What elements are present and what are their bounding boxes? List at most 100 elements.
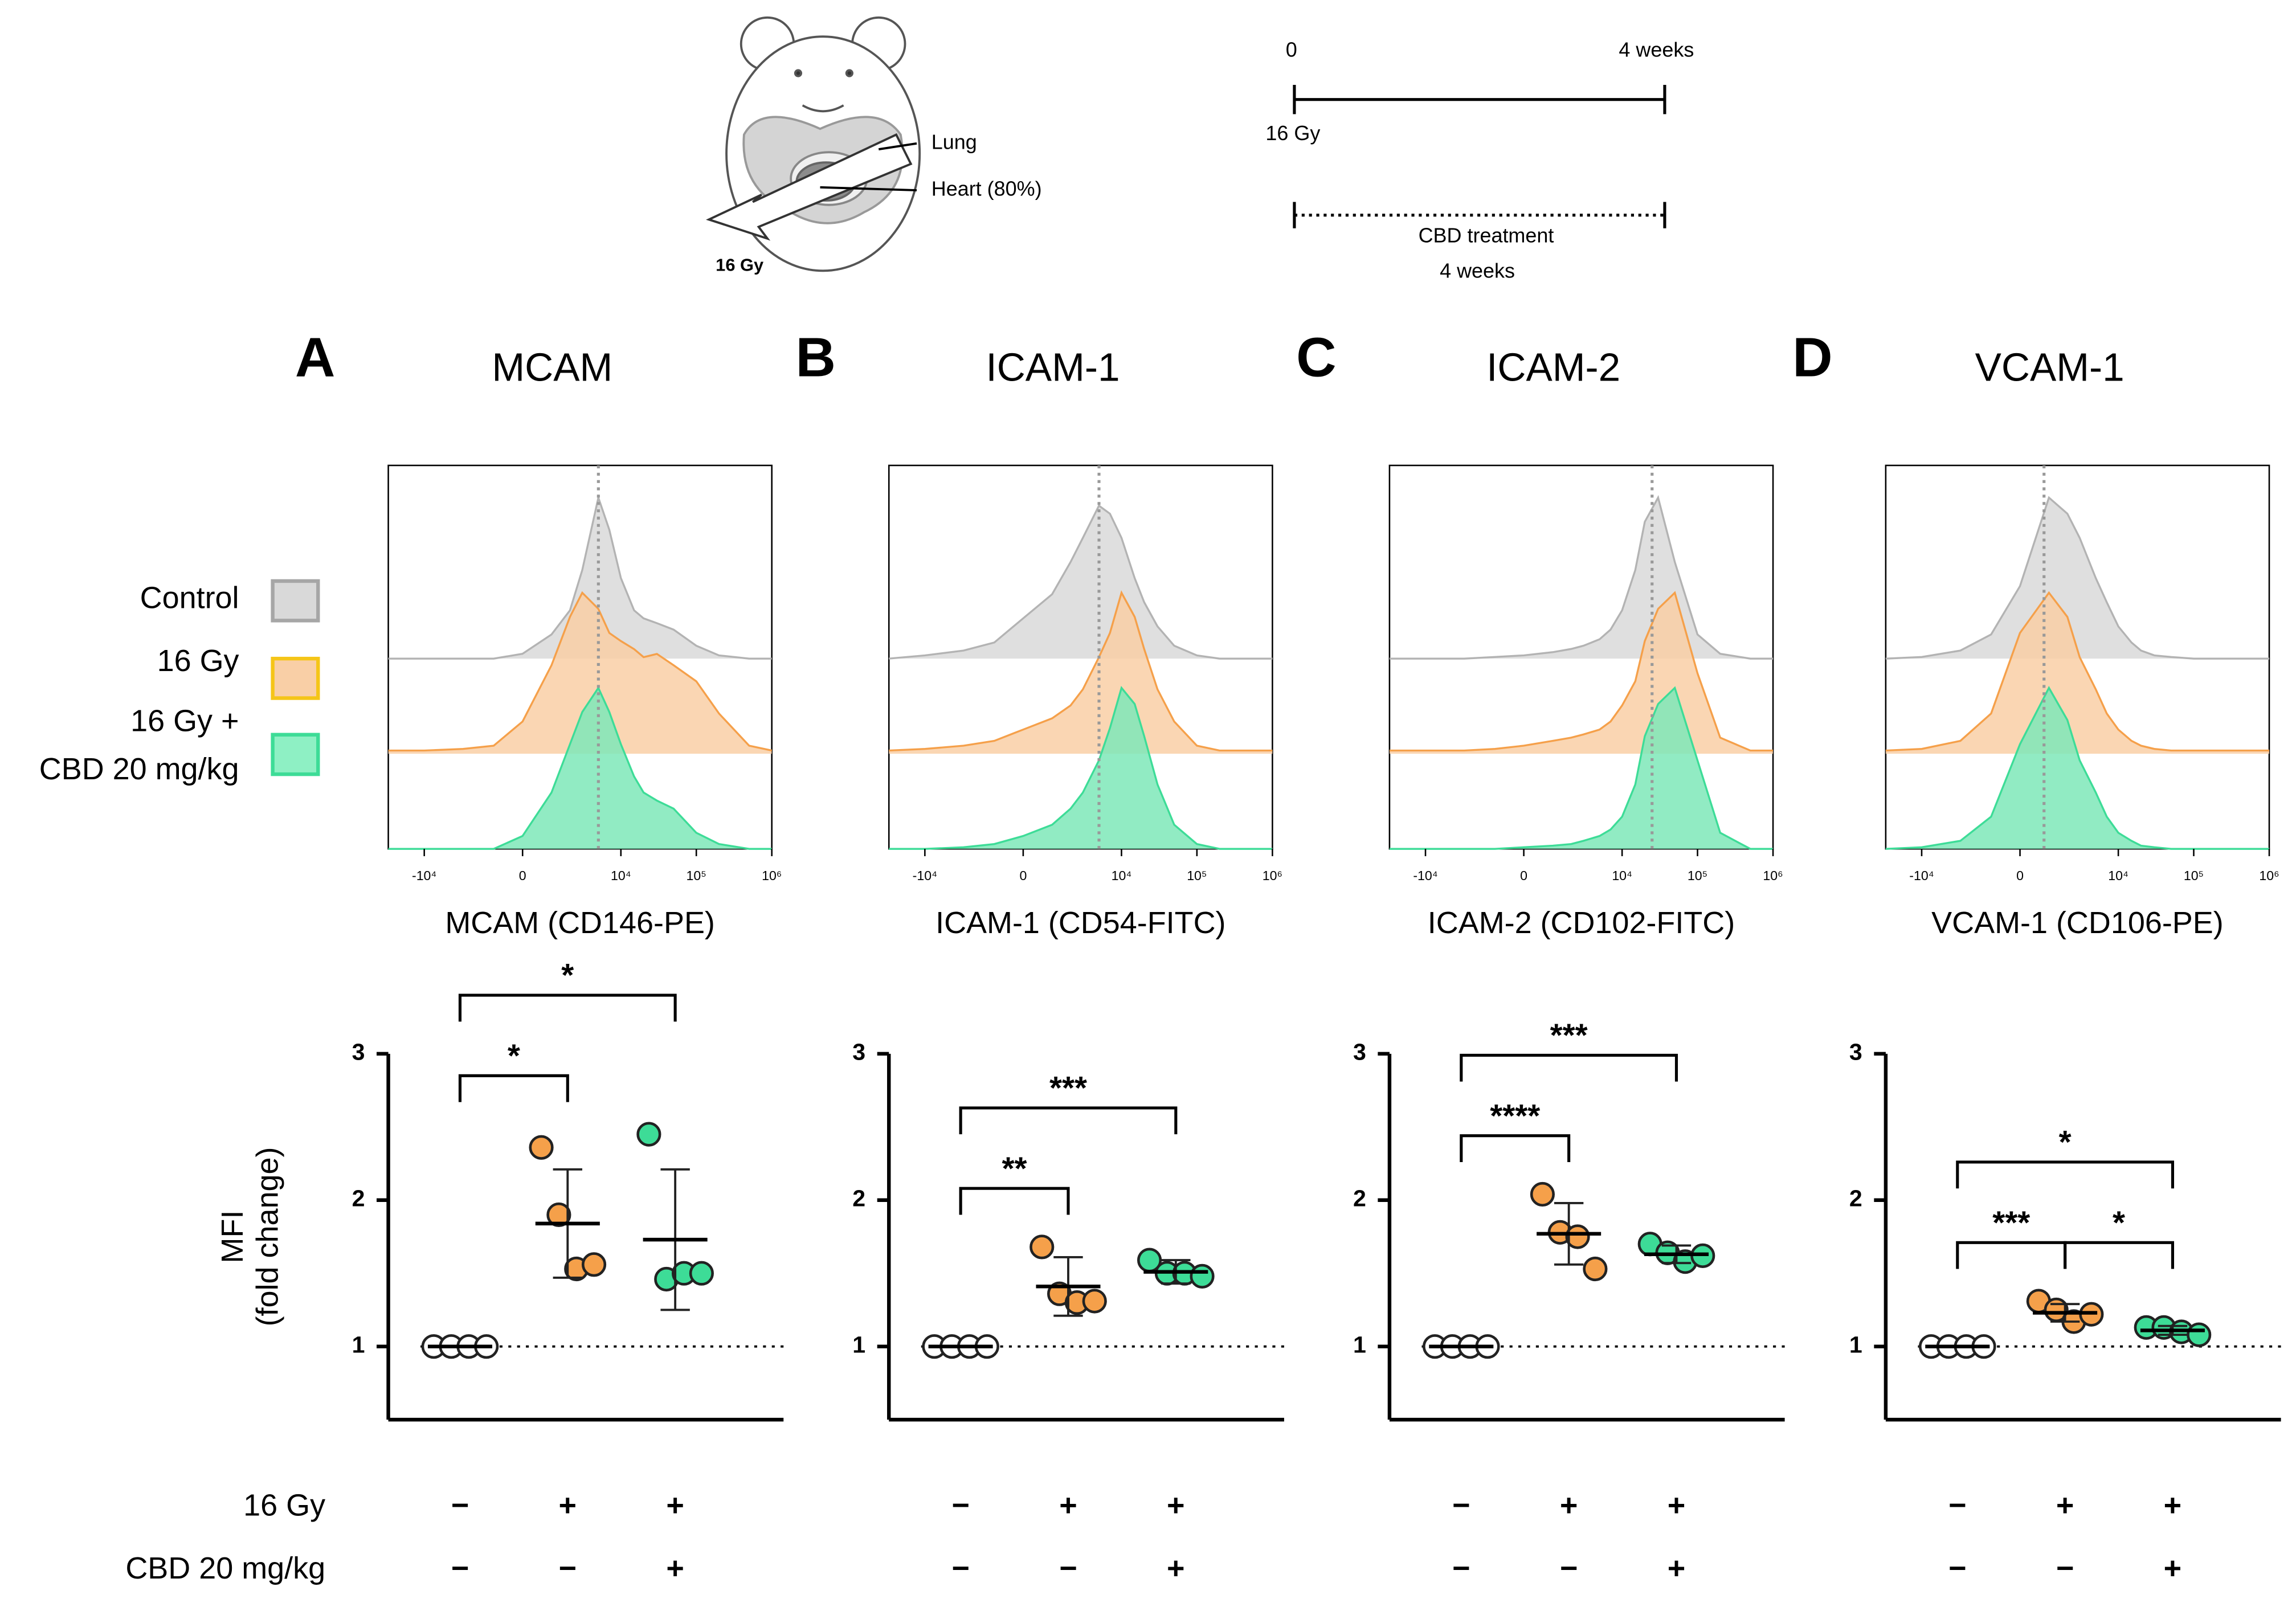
significance-bracket: [1956, 1160, 2175, 1189]
x-axis-label: MCAM (CD146-PE): [445, 906, 715, 940]
significance-bracket: [458, 993, 677, 1022]
condition-sign: +: [559, 1489, 577, 1523]
condition-sign: +: [1167, 1551, 1185, 1585]
panel-title: ICAM-1: [986, 345, 1120, 389]
data-point: [1190, 1263, 1215, 1289]
condition-sign: −: [1948, 1489, 1967, 1523]
y-tick-label: 3: [852, 1039, 865, 1065]
significance-bracket: [1460, 1134, 1571, 1162]
legend-label: CBD 20 mg/kg: [39, 752, 239, 786]
y-tick-label: 3: [352, 1039, 365, 1065]
x-axis-label: VCAM-1 (CD106-PE): [1931, 906, 2224, 940]
data-point: [1565, 1224, 1590, 1249]
data-point: [2187, 1322, 2212, 1347]
condition-sign: +: [666, 1551, 684, 1585]
x-tick-label: -10⁴: [1909, 868, 1934, 883]
legend-label: 16 Gy +: [130, 704, 239, 738]
condition-label: 16 Gy: [243, 1489, 325, 1523]
y-axis-label: (fold change): [251, 1147, 285, 1327]
condition-sign: −: [1560, 1551, 1578, 1585]
data-point: [1029, 1234, 1055, 1260]
y-tick-label: 1: [352, 1332, 365, 1358]
condition-sign: −: [451, 1489, 469, 1523]
y-tick-label: 3: [1353, 1039, 1366, 1065]
y-tick-label: 2: [1353, 1185, 1366, 1212]
dose-label: 16 Gy: [716, 255, 763, 275]
histogram-area: [889, 592, 1273, 754]
lung-label: Lung: [932, 130, 977, 153]
condition-sign: +: [666, 1489, 684, 1523]
significance-label: ****: [1490, 1098, 1540, 1134]
legend-label: Control: [140, 581, 239, 615]
condition-sign: −: [559, 1551, 577, 1585]
histogram-line: [388, 591, 773, 752]
x-tick-label: 0: [519, 868, 526, 883]
legend-label: 16 Gy: [157, 644, 239, 678]
histogram-area: [1389, 688, 1774, 849]
legend-swatch: [271, 656, 320, 700]
condition-sign: +: [2056, 1489, 2074, 1523]
mouse-schematic: [706, 16, 921, 272]
histogram-line: [889, 504, 1273, 660]
histogram-line: [388, 686, 772, 850]
data-point: [1530, 1181, 1555, 1207]
timeline: [1293, 85, 1666, 228]
histogram-line: [1885, 496, 2270, 660]
condition-sign: +: [1059, 1489, 1077, 1523]
condition-sign: +: [1560, 1489, 1578, 1523]
significance-bracket: [959, 1106, 1178, 1135]
x-tick-label: 0: [2016, 868, 2024, 883]
irradiation-label: 16 Gy: [1265, 121, 1320, 145]
significance-label: *: [2113, 1204, 2125, 1240]
y-tick-label: 1: [1849, 1332, 1862, 1358]
y-axis-label: MFI: [215, 1211, 250, 1263]
y-tick-label: 2: [852, 1185, 865, 1212]
condition-sign: +: [2164, 1551, 2181, 1585]
condition-sign: −: [1948, 1551, 1967, 1585]
histogram-area: [1885, 497, 2270, 659]
x-tick-label: 10⁵: [1187, 868, 1207, 883]
x-tick-label: 10⁶: [2259, 868, 2279, 883]
data-point: [546, 1202, 571, 1228]
histogram-area: [889, 688, 1273, 849]
histogram-area: [1885, 688, 2270, 849]
x-axis-label: ICAM-1 (CD54-FITC): [935, 906, 1225, 940]
data-point: [1082, 1289, 1107, 1314]
histogram-area: [889, 505, 1273, 659]
x-tick-label: 10⁴: [1112, 868, 1132, 883]
x-tick-label: 10⁴: [1612, 868, 1632, 883]
x-tick-label: 10⁵: [687, 868, 706, 883]
y-tick-label: 2: [352, 1185, 365, 1212]
panel-letter: C: [1296, 326, 1337, 388]
condition-sign: −: [951, 1551, 970, 1585]
histogram-line: [1389, 495, 1774, 660]
x-tick-label: 0: [1019, 868, 1027, 883]
x-tick-label: 10⁴: [2108, 868, 2129, 883]
panel-letter: D: [1792, 326, 1833, 388]
x-tick-label: 10⁶: [1263, 868, 1282, 883]
heart-label: Heart (80%): [932, 177, 1042, 200]
y-tick-label: 1: [852, 1332, 865, 1358]
data-point: [689, 1261, 714, 1286]
data-point: [1583, 1256, 1608, 1282]
panel-letter: B: [796, 326, 836, 388]
condition-sign: −: [1452, 1551, 1470, 1585]
condition-sign: +: [2164, 1489, 2181, 1523]
x-tick-label: 0: [1520, 868, 1527, 883]
significance-label: ***: [1992, 1204, 2030, 1240]
condition-sign: −: [951, 1489, 970, 1523]
condition-sign: −: [1452, 1489, 1470, 1523]
data-point: [529, 1135, 554, 1160]
significance-bracket: [1460, 1053, 1678, 1082]
histogram-line: [1389, 591, 1774, 752]
significance-bracket: [1956, 1241, 2067, 1269]
significance-label: **: [1002, 1150, 1027, 1186]
histogram-line: [1389, 686, 1774, 850]
significance-label: *: [561, 957, 574, 993]
significance-label: ***: [1049, 1070, 1087, 1106]
y-tick-label: 2: [1849, 1185, 1862, 1212]
histogram-area: [388, 688, 772, 849]
panel-letter: A: [295, 326, 336, 388]
